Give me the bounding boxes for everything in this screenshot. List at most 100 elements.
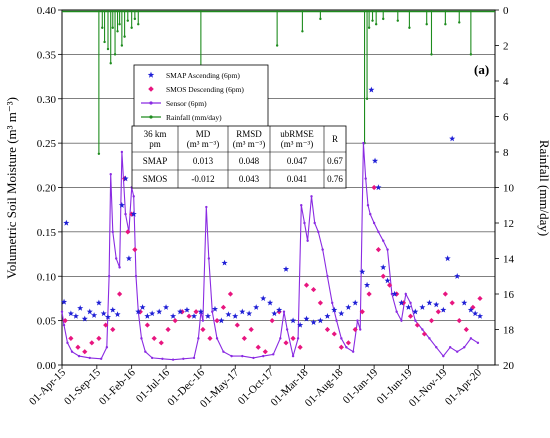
sensor-point: [345, 346, 348, 349]
sensor-point: [140, 337, 143, 340]
smos-point: [75, 344, 81, 350]
stats-cell: 0.041: [287, 174, 307, 184]
sensor-point: [428, 337, 431, 340]
stats-cell: 0.76: [327, 174, 343, 184]
smap-point: [162, 304, 170, 310]
smap-point: [239, 308, 246, 315]
smos-point: [435, 309, 441, 315]
stats-cell: 0.048: [239, 156, 260, 166]
sensor-point: [118, 266, 121, 269]
smap-point: [118, 202, 125, 208]
rainfall-point: [374, 23, 378, 26]
sensor-point: [60, 310, 64, 313]
sensor-point: [109, 172, 112, 176]
smap-point: [61, 298, 68, 305]
smap-point: [144, 312, 151, 319]
x-tick-label: 01-Aug-18: [303, 366, 346, 409]
legend-smap-marker: [147, 71, 155, 78]
smap-point: [177, 308, 184, 315]
sensor-point: [124, 212, 127, 216]
smap-point: [472, 310, 479, 317]
rainfall-point: [137, 23, 140, 26]
y2-tick-label: 0: [503, 5, 509, 17]
smap-point: [204, 312, 211, 319]
smos-point: [375, 247, 382, 253]
sensor-point: [252, 356, 255, 360]
rainfall-point: [458, 21, 461, 24]
smap-point: [109, 306, 116, 313]
smos-point: [470, 304, 476, 310]
legend-label: SMAP Ascending (6pm): [166, 71, 240, 80]
smos-point: [110, 326, 116, 333]
smap-point: [218, 317, 225, 324]
sensor-point: [150, 356, 154, 360]
smos-point: [463, 326, 469, 333]
smos-point: [151, 335, 157, 341]
rainfall-point: [116, 30, 119, 33]
smap-point: [310, 319, 317, 325]
sensor-point: [134, 275, 138, 278]
smap-point: [122, 175, 129, 182]
legend-label: Rainfall (mm/day): [166, 113, 222, 122]
sensor-point: [400, 319, 403, 322]
sensor-point: [132, 195, 135, 198]
smos-point: [132, 247, 138, 253]
smap-point: [253, 304, 260, 310]
rainfall-point: [123, 35, 126, 38]
smap-point: [419, 304, 426, 310]
rainfall-point: [469, 53, 473, 56]
smap-point: [345, 304, 352, 310]
stats-cell: SMAP: [143, 156, 168, 166]
y2-tick-label: 12: [503, 218, 514, 230]
sensor-series: [60, 141, 480, 361]
smap-point: [454, 273, 461, 279]
smap-point: [191, 312, 198, 319]
smos-point: [172, 318, 178, 324]
rainfall-point: [425, 23, 428, 26]
stats-cell: 0.047: [287, 156, 308, 166]
smos-point: [234, 322, 240, 328]
y2-axis-label: Rainfall (mm/day): [537, 140, 550, 236]
smos-point: [386, 282, 393, 288]
rainfall-series: [62, 10, 495, 155]
smap-point: [225, 311, 232, 317]
sensor-point: [111, 230, 114, 234]
smap-point: [290, 317, 297, 324]
smos-point: [366, 291, 372, 297]
smap-series: [61, 86, 484, 328]
x-tick-label: 01-Apr-15: [27, 366, 69, 408]
sensor-point: [372, 221, 376, 225]
sensor-point: [456, 350, 459, 353]
sensor-point: [205, 205, 208, 209]
rainfall-point: [444, 23, 447, 26]
smos-point: [89, 340, 95, 346]
sensor-point: [282, 310, 286, 313]
rainfall-point: [111, 26, 114, 29]
smap-point: [72, 312, 79, 319]
panel-label: (a): [474, 62, 489, 77]
y-tick-label: 0.10: [37, 271, 57, 283]
smos-point: [144, 322, 150, 328]
rainfall-point: [109, 62, 112, 65]
sensor-point: [313, 221, 316, 225]
sensor-point: [262, 354, 265, 358]
sensor-point: [285, 328, 289, 331]
smos-point: [103, 322, 109, 328]
smos-point: [338, 344, 344, 350]
sensor-point: [442, 354, 445, 358]
rainfall-point: [118, 23, 121, 26]
stats-header-cell: 36 km: [144, 129, 167, 139]
smap-point: [405, 304, 412, 310]
y-tick-label: 0.40: [37, 5, 57, 17]
sensor-point: [300, 204, 303, 207]
rainfall-point: [408, 26, 411, 29]
rainfall-point: [133, 17, 137, 21]
smap-point: [139, 304, 146, 310]
y2-tick-label: 4: [503, 76, 509, 88]
smos-point: [283, 340, 289, 346]
y-axis-right: 0 2 4 6 8 10 12 14 16 18 20: [495, 5, 515, 372]
smap-point: [467, 306, 474, 313]
smap-point: [282, 265, 290, 272]
y-tick-label: 0.20: [37, 183, 57, 195]
smap-point: [398, 299, 405, 306]
